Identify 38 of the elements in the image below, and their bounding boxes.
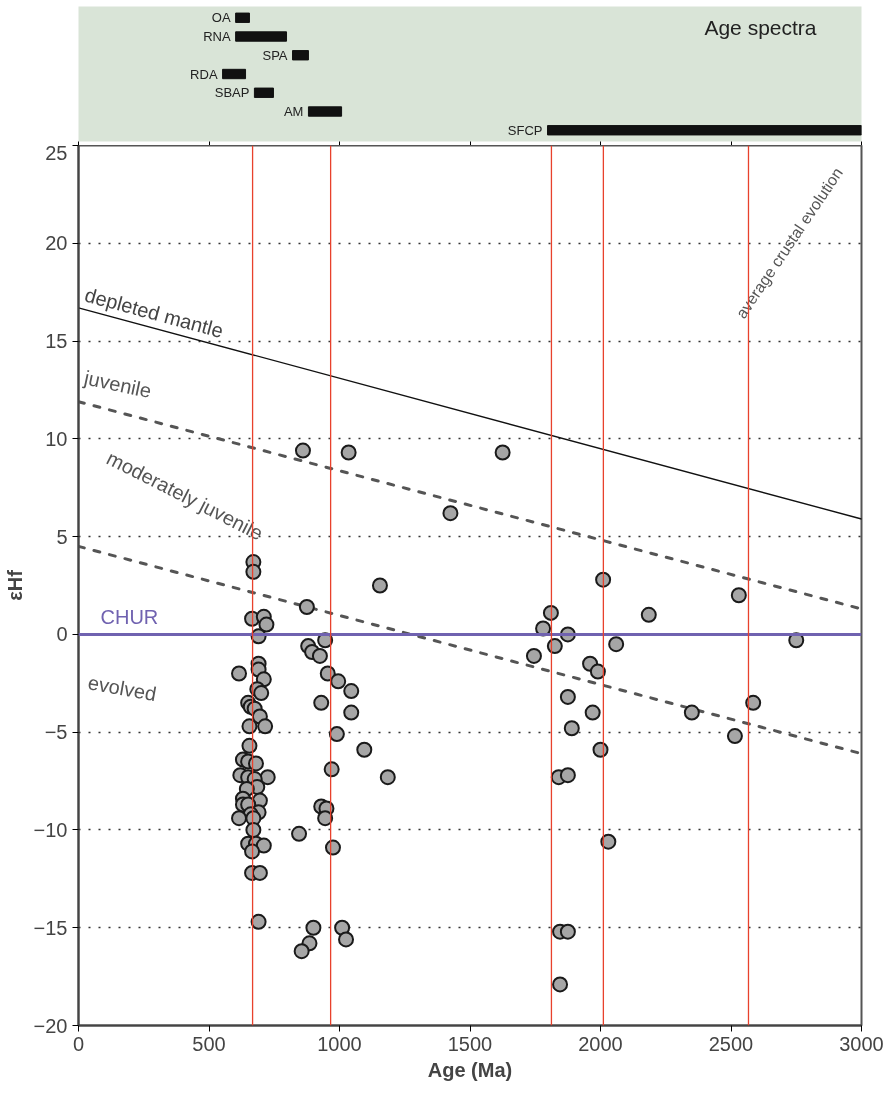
y-tick-label: 5 <box>56 525 68 548</box>
category-label: SPA <box>262 47 288 63</box>
category-label: RNA <box>203 29 231 44</box>
y-tick-label: −15 <box>33 916 68 939</box>
ref-line-label: CHUR <box>100 606 159 629</box>
bar <box>235 31 288 42</box>
x-tick-label: 2500 <box>708 1032 754 1055</box>
x-tick-label: 1000 <box>317 1032 362 1055</box>
y-tick-label: −10 <box>33 818 68 841</box>
y-tick-label: −5 <box>44 721 68 744</box>
x-tick-label: 1500 <box>447 1032 493 1055</box>
bar <box>307 106 343 117</box>
x-tick-label: 500 <box>192 1032 226 1055</box>
bar <box>222 68 247 80</box>
text: depleted mantle <box>82 283 226 342</box>
y-axis-title: εHf <box>3 569 26 601</box>
x-tick-label: 3000 <box>839 1032 884 1055</box>
bar <box>292 50 309 61</box>
x-tick-label: 0 <box>72 1032 85 1055</box>
annotation: juvenile <box>81 366 154 403</box>
category-label: AM <box>283 104 304 119</box>
y-tick-label: 15 <box>45 330 68 353</box>
category-label: SFCP <box>507 122 543 138</box>
bar <box>253 87 274 98</box>
chart-title: Age spectra <box>704 15 817 39</box>
category-label: SBAP <box>214 85 250 101</box>
y-tick-label: −20 <box>33 1014 68 1037</box>
y-tick-label: 20 <box>45 232 68 255</box>
bar <box>235 12 250 23</box>
x-axis-title: Age (Ma) <box>427 1058 513 1081</box>
y-tick-label: 25 <box>45 141 68 164</box>
bar <box>547 125 862 136</box>
y-tick-label: 10 <box>45 427 68 450</box>
x-tick-label: 2000 <box>578 1032 623 1055</box>
annotation: evolved <box>86 671 159 706</box>
category-label: RDA <box>190 66 218 82</box>
y-tick-label: 0 <box>56 623 68 646</box>
category-label: OA <box>211 10 231 26</box>
